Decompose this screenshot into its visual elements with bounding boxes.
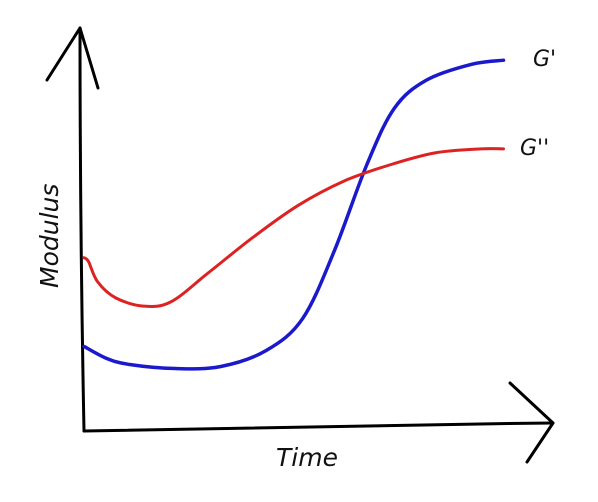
series-line-g-double-prime: [82, 147, 505, 308]
y-axis-line: [78, 26, 86, 433]
x-axis-label: Time: [276, 443, 338, 472]
y-axis-label: Modulus: [35, 184, 64, 288]
x-axis-line: [82, 421, 555, 433]
y-axis-arrowhead: [45, 26, 100, 90]
series-label-g-prime: G': [533, 47, 556, 72]
series-layer: [82, 58, 506, 371]
series-line-g-prime: [82, 58, 506, 371]
series-labels: G' G'': [520, 47, 556, 161]
axes: [45, 26, 555, 464]
x-axis-arrowhead: [508, 381, 555, 464]
series-label-g-double-prime: G'': [520, 136, 549, 161]
